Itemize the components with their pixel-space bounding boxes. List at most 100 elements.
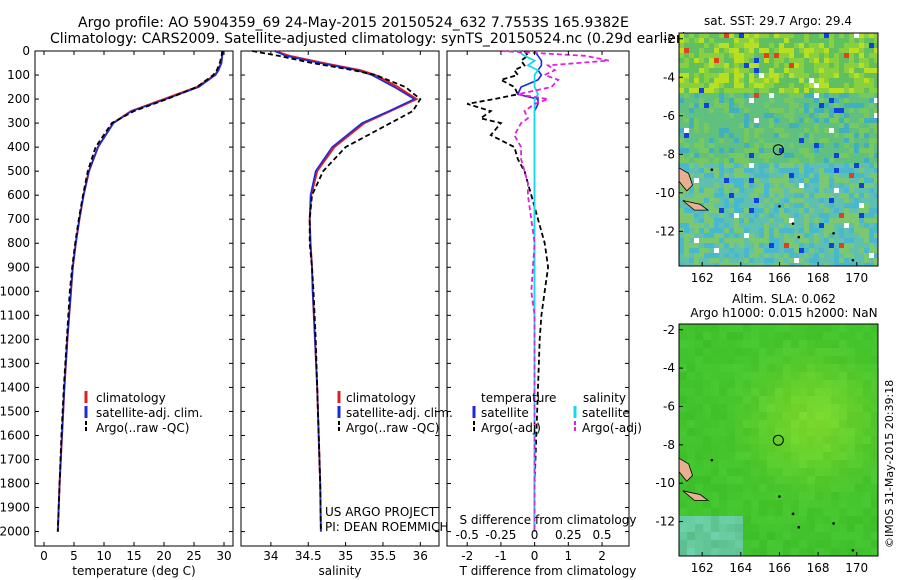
sst-cell: [824, 68, 829, 73]
sst-cell: [684, 93, 689, 98]
sst-cell: [694, 38, 699, 43]
sst-cell: [689, 73, 694, 78]
sst-cell: [829, 263, 834, 266]
sla-cell: [719, 444, 727, 452]
sst-cell: [799, 108, 804, 113]
sst-cell: [794, 118, 799, 123]
sst-cell: [714, 103, 719, 108]
sst-cell: [799, 208, 804, 213]
sst-cell: [864, 93, 869, 98]
sst-cell: [779, 38, 784, 43]
sst-cell: [839, 168, 844, 173]
sla-cell: [743, 492, 751, 500]
sla-cell: [767, 476, 775, 484]
sst-cell: [684, 48, 689, 53]
sst-cell: [744, 178, 749, 183]
sla-cell: [727, 388, 735, 396]
sla-cell: [767, 468, 775, 476]
sst-cell: [709, 243, 714, 248]
sst-cell: [804, 198, 809, 203]
sla-cell: [775, 452, 783, 460]
sst-cell: [779, 263, 784, 266]
sst-cell: [834, 53, 839, 58]
sst-cell: [849, 128, 854, 133]
sst-cell: [849, 53, 854, 58]
sst-cell: [864, 53, 869, 58]
sst-cell: [769, 188, 774, 193]
sla-cell: [703, 452, 711, 460]
sla-cell: [799, 540, 807, 548]
temperature-argo-line: [56, 50, 224, 532]
sla-cell: [863, 332, 871, 340]
sla-cell: [711, 436, 719, 444]
sst-cell: [789, 153, 794, 158]
sst-cell: [864, 33, 869, 38]
sla-cell: [871, 540, 878, 548]
sst-cell: [874, 228, 878, 233]
sst-cell: [764, 263, 769, 266]
sst-cell: [859, 63, 864, 68]
sst-cell: [769, 63, 774, 68]
sst-cell: [769, 143, 774, 148]
sst-cell: [694, 118, 699, 123]
sst-cell: [709, 208, 714, 213]
sla-cell: [847, 348, 855, 356]
sst-cell: [719, 103, 724, 108]
sst-cell: [759, 53, 764, 58]
sst-cell: [819, 93, 824, 98]
sst-cell: [859, 53, 864, 58]
sla-cell: [799, 324, 807, 332]
sst-cell: [804, 138, 809, 143]
sst-cell: [759, 138, 764, 143]
sst-cell: [769, 88, 774, 93]
sst-cell: [864, 73, 869, 78]
sla-cell: [727, 532, 735, 540]
sst-cell: [734, 43, 739, 48]
sst-cell: [694, 148, 699, 153]
sst-cell: [819, 38, 824, 43]
sst-cell: [784, 198, 789, 203]
sst-cell: [784, 43, 789, 48]
sst-cell: [869, 138, 874, 143]
sst-cell: [724, 38, 729, 43]
sla-cell: [759, 548, 767, 556]
sst-cell: [834, 203, 839, 208]
sst-cell: [874, 128, 878, 133]
sst-cell: [804, 238, 809, 243]
sst-cell: [714, 53, 719, 58]
sla-cell: [759, 540, 767, 548]
sst-cell: [699, 178, 704, 183]
sst-cell: [789, 248, 794, 253]
sst-cell: [854, 123, 859, 128]
sst-cell: [769, 233, 774, 238]
sst-cell: [864, 138, 869, 143]
sst-cell: [734, 228, 739, 233]
sst-cell: [754, 208, 759, 213]
sst-cell: [819, 248, 824, 253]
sst-cell: [809, 73, 814, 78]
header-line1: Argo profile: AO 5904359_69 24-May-2015 …: [78, 15, 629, 31]
sla-cell: [679, 372, 687, 380]
sst-cell: [819, 88, 824, 93]
sst-cell: [859, 113, 864, 118]
sla-cell: [807, 484, 815, 492]
sst-cell: [734, 138, 739, 143]
sst-cell: [849, 168, 854, 173]
sst-cell: [784, 223, 789, 228]
sla-cell: [767, 532, 775, 540]
sst-cell: [814, 68, 819, 73]
sst-cell: [754, 148, 759, 153]
sst-cell: [689, 233, 694, 238]
sla-cell: [703, 500, 711, 508]
sst-cell: [809, 143, 814, 148]
sla-cell: [863, 380, 871, 388]
sst-cell: [764, 143, 769, 148]
sla-cell: [791, 428, 799, 436]
sst-cell: [874, 263, 878, 266]
sla-cell: [855, 396, 863, 404]
sst-cell: [874, 48, 878, 53]
sst-cell: [819, 233, 824, 238]
sst-cell: [764, 178, 769, 183]
sst-cell: [709, 183, 714, 188]
sst-cell: [789, 218, 794, 223]
